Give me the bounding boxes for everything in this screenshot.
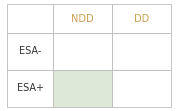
Text: DD: DD — [134, 14, 149, 24]
FancyBboxPatch shape — [53, 70, 112, 107]
FancyBboxPatch shape — [53, 4, 112, 33]
Text: NDD: NDD — [71, 14, 94, 24]
FancyBboxPatch shape — [112, 70, 171, 107]
FancyBboxPatch shape — [112, 4, 171, 33]
FancyBboxPatch shape — [7, 4, 53, 33]
FancyBboxPatch shape — [53, 33, 112, 70]
Text: ESA-: ESA- — [19, 46, 41, 56]
Text: ESA+: ESA+ — [17, 83, 44, 93]
FancyBboxPatch shape — [112, 33, 171, 70]
FancyBboxPatch shape — [7, 33, 53, 70]
FancyBboxPatch shape — [7, 70, 53, 107]
